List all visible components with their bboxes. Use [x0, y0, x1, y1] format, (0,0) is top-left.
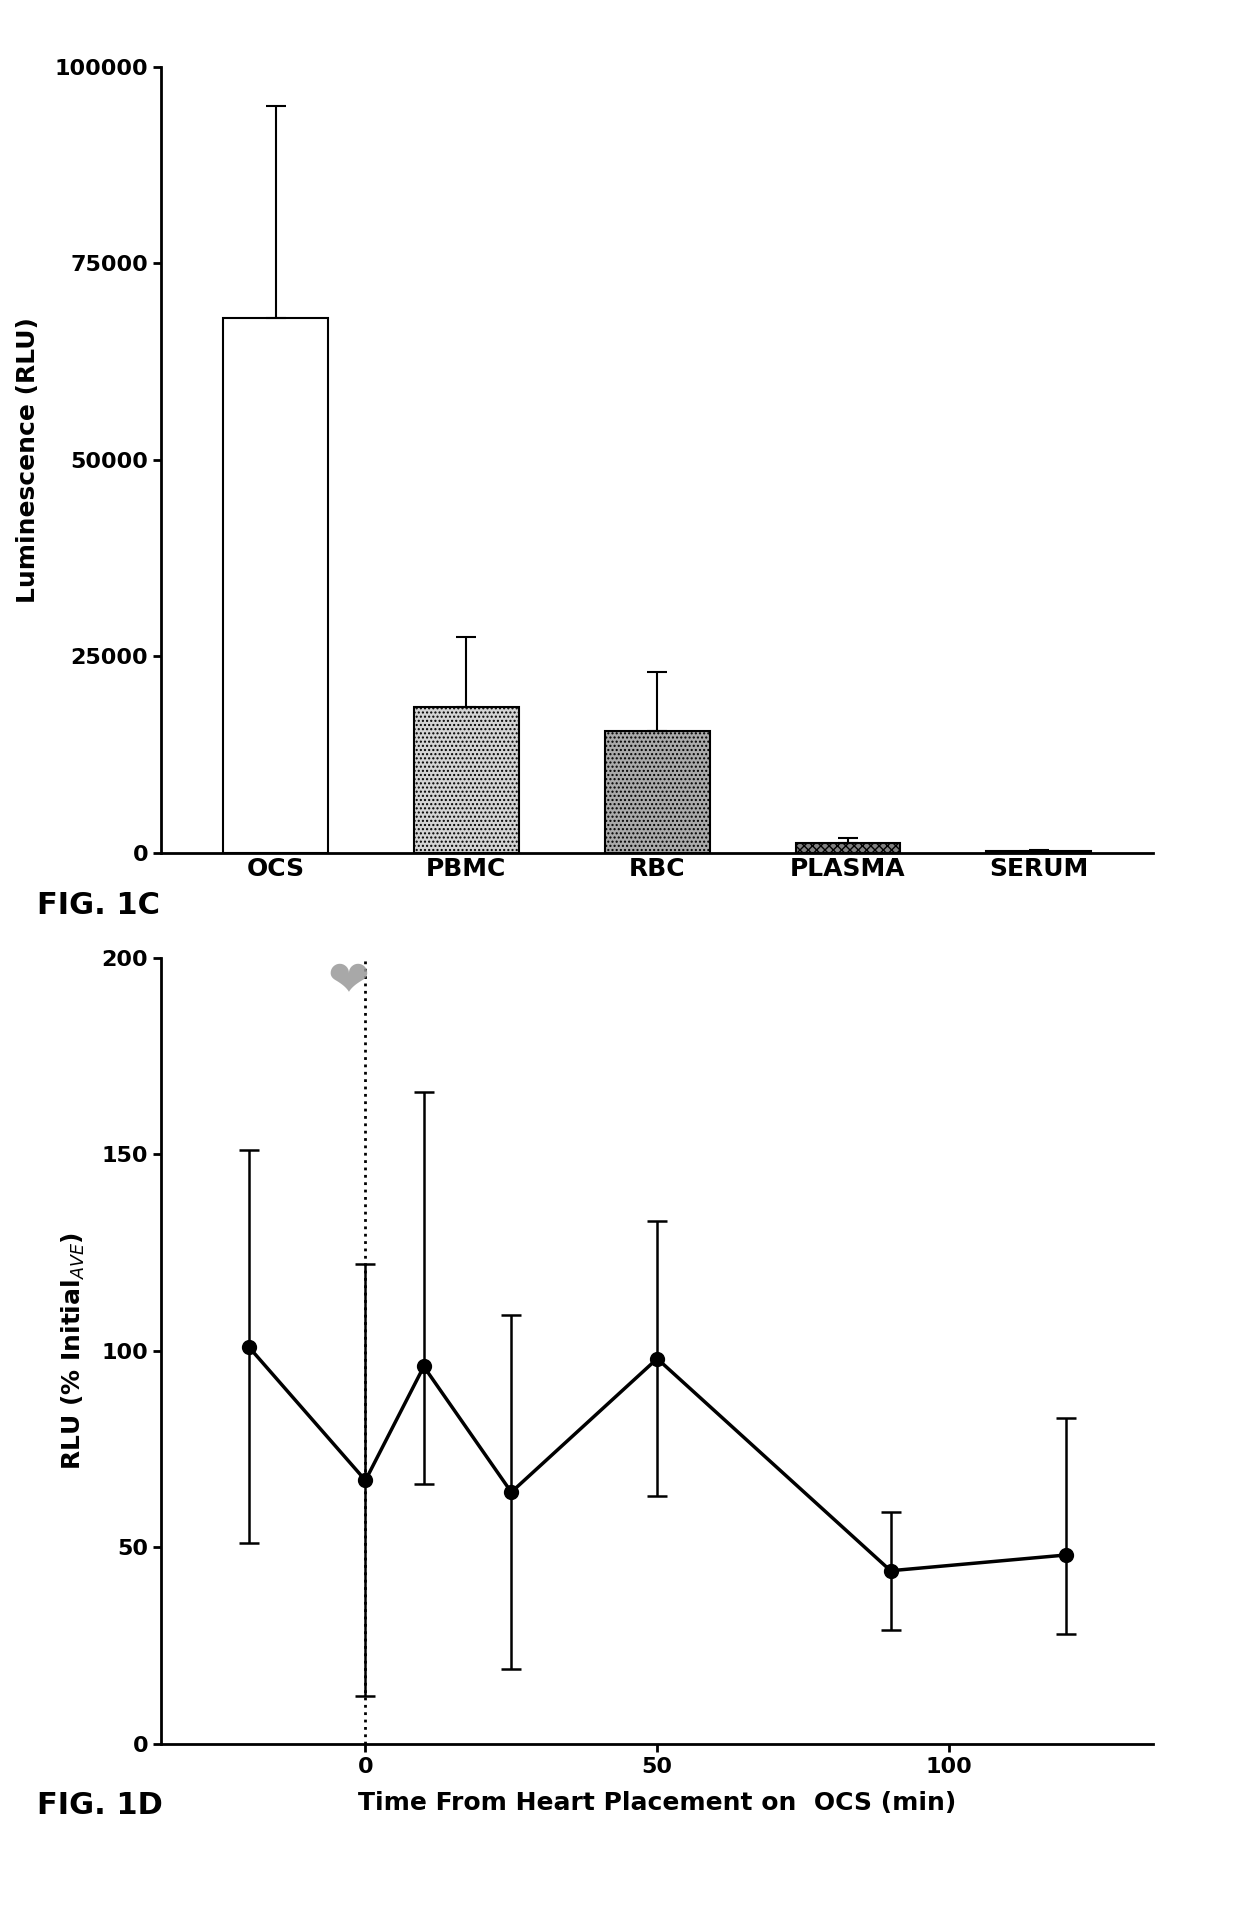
- Bar: [605, 730, 709, 853]
- Point: [356, 1466, 376, 1496]
- Y-axis label: RLU (% Initial$_{AVE}$): RLU (% Initial$_{AVE}$): [61, 1232, 87, 1470]
- X-axis label: Time From Heart Placement on  OCS (min): Time From Heart Placement on OCS (min): [358, 1791, 956, 1814]
- Point: [414, 1351, 434, 1381]
- Text: ❤: ❤: [327, 958, 368, 1006]
- Text: FIG. 1D: FIG. 1D: [37, 1791, 164, 1820]
- Bar: [223, 318, 329, 853]
- Point: [647, 1343, 667, 1374]
- Text: FIG. 1C: FIG. 1C: [37, 891, 160, 920]
- Bar: [414, 707, 518, 853]
- Point: [239, 1332, 259, 1362]
- Point: [501, 1477, 521, 1508]
- Point: [1055, 1540, 1075, 1571]
- Y-axis label: Luminescence (RLU): Luminescence (RLU): [16, 316, 41, 604]
- Point: [880, 1556, 900, 1586]
- Bar: [796, 843, 900, 853]
